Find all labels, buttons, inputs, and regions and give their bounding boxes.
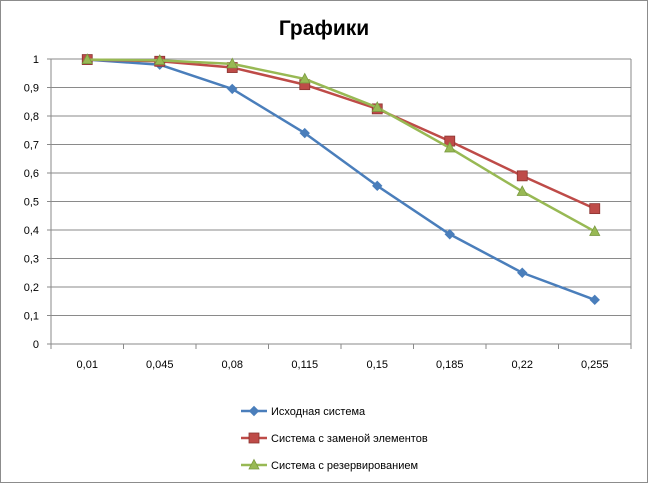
x-tick-label: 0,15 xyxy=(367,359,388,371)
x-tick-label: 0,115 xyxy=(291,359,318,371)
x-tick-label: 0,22 xyxy=(512,359,533,371)
x-tick-label: 0,08 xyxy=(222,359,243,371)
y-tick-label: 0,7 xyxy=(24,140,39,152)
series-line xyxy=(87,58,596,210)
data-point xyxy=(444,229,455,240)
x-tick-label: 0,01 xyxy=(77,359,98,371)
data-point xyxy=(154,54,166,65)
data-point xyxy=(227,83,238,95)
legend-item: Система с заменой элементов xyxy=(241,432,428,445)
data-point xyxy=(444,141,456,153)
data-point xyxy=(371,101,383,112)
data-point xyxy=(226,57,238,69)
data-point xyxy=(589,225,601,236)
series-1 xyxy=(82,54,600,306)
y-tick-label: 0,6 xyxy=(24,168,39,180)
data-point xyxy=(299,72,311,84)
legend-label: Система с заменой элементов xyxy=(271,433,428,445)
y-tick-label: 0,4 xyxy=(24,225,39,237)
axes xyxy=(47,58,632,349)
x-tick-label: 0,185 xyxy=(436,359,464,371)
data-point xyxy=(372,180,383,192)
data-point xyxy=(516,170,528,182)
y-tick-label: 0 xyxy=(33,339,39,351)
chart-title: Графики xyxy=(279,17,369,40)
legend-marker xyxy=(248,405,260,417)
x-tick-label: 0,045 xyxy=(146,359,174,371)
legend-label: Система с резервированием xyxy=(271,460,418,472)
y-tick-label: 0,5 xyxy=(24,197,39,209)
legend: Исходная система Система с заменой элемен… xyxy=(241,405,428,472)
legend-label: Исходная система xyxy=(271,406,366,418)
legend-marker xyxy=(248,432,260,444)
y-tick-label: 0,2 xyxy=(24,282,39,294)
series xyxy=(81,53,601,306)
series-line xyxy=(87,58,596,301)
data-point xyxy=(517,267,528,278)
y-tick-label: 0,8 xyxy=(24,111,39,123)
legend-marker xyxy=(248,458,260,470)
legend-item: Исходная система xyxy=(241,405,366,418)
series-3 xyxy=(81,53,601,236)
legend-item: Система с резервированием xyxy=(241,458,418,472)
data-point xyxy=(81,53,93,64)
x-tick-label: 0,255 xyxy=(581,359,609,371)
x-axis-tick-labels: 0,01 0,045 0,08 0,115 0,15 0,185 0,22 0,255 xyxy=(77,359,609,371)
y-axis-tick-labels: 0 0,1 0,2 0,3 0,4 0,5 0,6 0,7 0,8 0,9 1 xyxy=(24,54,39,351)
data-point xyxy=(589,203,601,215)
y-tick-label: 0,3 xyxy=(24,254,39,266)
y-tick-label: 0,9 xyxy=(24,83,39,95)
y-tick-label: 1 xyxy=(33,54,39,66)
y-tick-label: 0,1 xyxy=(24,311,39,323)
series-line xyxy=(87,58,596,233)
gridlines xyxy=(51,58,631,316)
data-point xyxy=(299,127,310,139)
data-point xyxy=(516,185,528,196)
data-point xyxy=(589,294,600,306)
